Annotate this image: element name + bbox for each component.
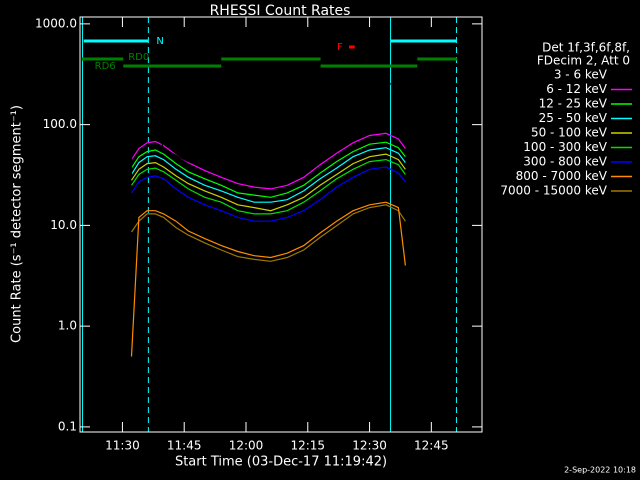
legend-label: 800 - 7000 keV xyxy=(516,169,608,183)
series-line xyxy=(130,77,406,178)
flag-label: F xyxy=(337,42,343,53)
legend-label: 7000 - 15000 keV xyxy=(500,184,607,198)
legend-label: 50 - 100 keV xyxy=(531,126,608,140)
legend-label: 12 - 25 keV xyxy=(539,97,608,111)
legend-title: FDecim 2, Att 0 xyxy=(537,54,630,68)
y-tick-label: 0.1 xyxy=(58,419,77,433)
footer: 2-Sep-2022 10:18 xyxy=(564,466,636,475)
series-line xyxy=(131,158,406,215)
series-line xyxy=(131,204,406,262)
series-line xyxy=(130,201,406,357)
plot-frame xyxy=(79,16,483,433)
x-tick-label: 12:45 xyxy=(414,439,449,453)
x-tick-label: 12:15 xyxy=(290,439,325,453)
legend-label: 100 - 300 keV xyxy=(523,140,607,154)
legend-label: 3 - 6 keV xyxy=(554,68,608,82)
series-line xyxy=(131,132,406,190)
flag-label: N xyxy=(156,36,163,47)
legend-label: 6 - 12 keV xyxy=(546,82,608,96)
y-tick-label: 100.0 xyxy=(43,117,77,131)
y-tick-label: 10.0 xyxy=(50,218,77,232)
legend-title: Det 1f,3f,6f,8f, xyxy=(542,41,630,55)
legend-label: 300 - 800 keV xyxy=(523,155,607,169)
flag-label: RD6 xyxy=(95,61,116,72)
y-tick-label: 1000.0 xyxy=(35,16,77,30)
x-tick-label: 11:45 xyxy=(167,439,202,453)
x-axis-label: Start Time (03-Dec-17 11:19:42) xyxy=(175,455,387,470)
series-line xyxy=(130,141,406,198)
series-line xyxy=(131,166,406,222)
legend-label: 25 - 50 keV xyxy=(539,111,608,125)
x-tick-label: 12:30 xyxy=(352,439,387,453)
series-line xyxy=(131,153,406,212)
x-tick-label: 12:00 xyxy=(229,439,264,453)
chart-title: RHESSI Count Rates xyxy=(210,3,351,19)
x-tick-label: 11:30 xyxy=(105,439,140,453)
y-axis-label: Count Rate (s⁻¹ detector segment⁻¹) xyxy=(10,105,25,343)
series-line xyxy=(130,147,406,203)
flag-label: RD0 xyxy=(128,52,149,63)
y-tick-label: 1.0 xyxy=(58,319,77,333)
